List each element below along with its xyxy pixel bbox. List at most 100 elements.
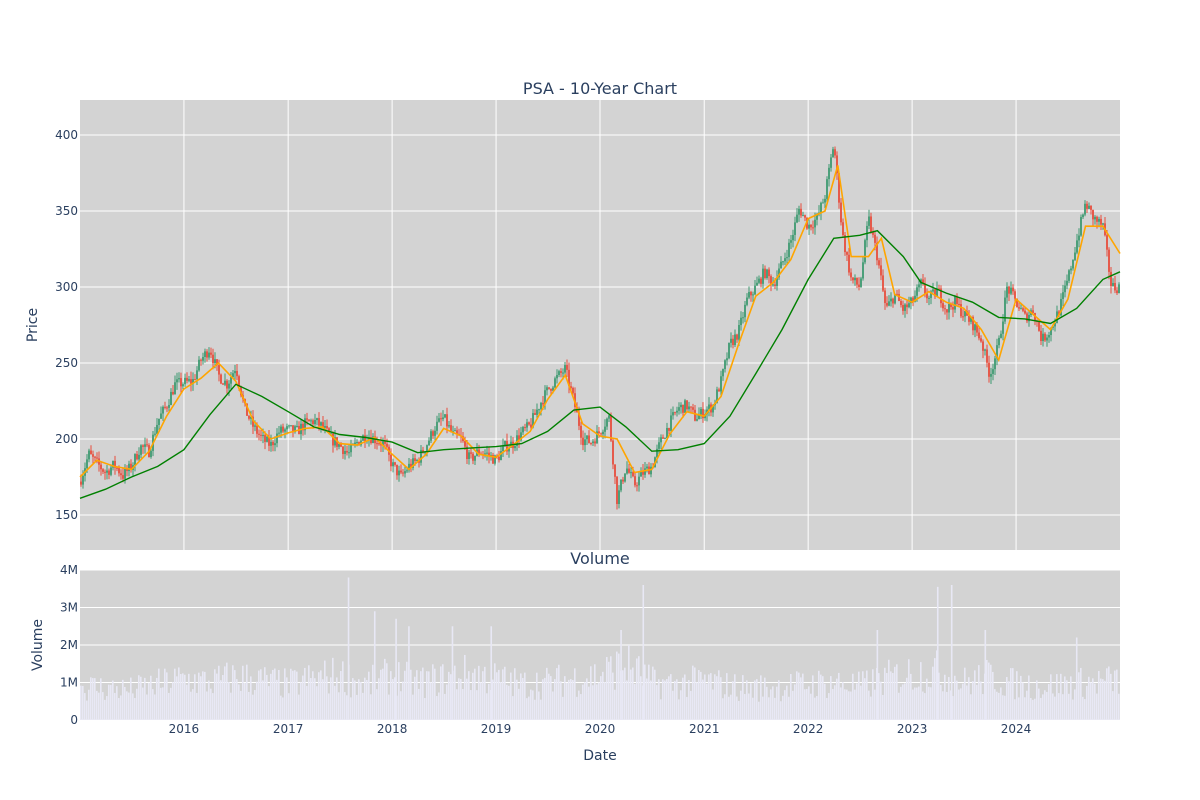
price-candle-body	[682, 404, 684, 413]
price-candle-body	[756, 282, 758, 286]
price-candle-body	[786, 257, 788, 259]
price-candle-body	[596, 431, 598, 444]
volume-bar	[160, 687, 162, 720]
volume-spike-bar	[876, 630, 879, 720]
price-candle-body	[454, 430, 456, 432]
volume-bar	[1006, 677, 1008, 720]
price-candle-body	[976, 324, 978, 333]
volume-bar	[446, 684, 448, 720]
volume-bar	[878, 673, 880, 720]
volume-bar	[502, 669, 504, 720]
price-candle-body	[762, 268, 764, 284]
price-candle-body	[1090, 205, 1092, 210]
price-candle-body	[764, 268, 766, 278]
volume-bar	[638, 656, 640, 720]
volume-bar	[310, 678, 312, 720]
price-candle-body	[428, 440, 430, 446]
price-candle-body	[534, 413, 536, 415]
volume-bar	[212, 693, 214, 720]
volume-bar	[602, 671, 604, 720]
price-candle-body	[174, 382, 176, 395]
price-candle-body	[882, 275, 884, 291]
volume-bar	[768, 697, 770, 720]
volume-bar	[558, 664, 560, 720]
price-candle-body	[108, 470, 110, 475]
ma-short-line	[79, 165, 1121, 478]
price-candle-body	[348, 452, 350, 454]
price-candle-body	[214, 359, 216, 364]
volume-bar	[606, 657, 608, 720]
volume-bar	[604, 681, 606, 720]
x-tick-label: 2021	[689, 722, 720, 736]
price-candle-body	[936, 288, 938, 297]
price-candle-body	[670, 415, 672, 431]
price-candle-body	[734, 334, 736, 345]
volume-bar	[260, 669, 262, 720]
price-candle-body	[550, 388, 552, 391]
price-candle-body	[1118, 284, 1120, 294]
price-candle-body	[722, 369, 724, 377]
volume-bar	[92, 678, 94, 720]
volume-chart-title: Volume	[570, 549, 630, 568]
volume-bar	[204, 671, 206, 720]
price-candle-body	[750, 291, 752, 296]
price-candle-body	[684, 400, 686, 413]
price-candle-body	[212, 354, 214, 364]
price-candle-body	[900, 301, 902, 306]
price-candle-body	[1068, 270, 1070, 281]
x-axis-label: Date	[583, 748, 616, 764]
price-candle-body	[748, 291, 750, 298]
volume-bar	[906, 677, 908, 720]
volume-bar	[730, 694, 732, 720]
price-candle-body	[618, 490, 620, 504]
volume-bar	[688, 679, 690, 720]
price-candle-body	[954, 296, 956, 310]
price-candle-body	[798, 208, 800, 215]
price-candle-body	[364, 435, 366, 442]
volume-bar	[1046, 691, 1048, 720]
price-candle-body	[776, 277, 778, 286]
price-candle-body	[732, 338, 734, 345]
price-candle-body	[650, 466, 652, 475]
volume-bar	[492, 679, 494, 720]
price-candle-body	[812, 227, 814, 229]
price-candle-body	[888, 301, 890, 306]
volume-bar	[540, 699, 542, 720]
volume-bar	[958, 689, 960, 720]
volume-bar	[766, 686, 768, 720]
price-candle-body	[200, 359, 202, 361]
price-candle-body	[446, 414, 448, 427]
price-candle-body	[432, 431, 434, 436]
volume-bar	[976, 684, 978, 720]
price-candle-body	[658, 442, 660, 449]
volume-bar	[134, 697, 136, 720]
volume-bar	[1008, 681, 1010, 720]
price-candle-body	[308, 419, 310, 422]
volume-bar	[142, 687, 144, 720]
volume-bars	[80, 577, 1120, 720]
price-candle-body	[1018, 307, 1020, 309]
volume-bar	[834, 685, 836, 720]
price-candle-body	[1082, 214, 1084, 218]
volume-bar	[820, 674, 822, 720]
volume-bar	[798, 672, 800, 720]
volume-bar	[610, 656, 612, 720]
volume-bar	[952, 696, 954, 720]
volume-bar	[354, 680, 356, 720]
volume-bar	[716, 676, 718, 720]
price-candle-body	[1022, 308, 1024, 311]
volume-bar	[116, 686, 118, 720]
price-candle-body	[884, 290, 886, 304]
volume-bar	[484, 666, 486, 720]
volume-bar	[678, 699, 680, 720]
volume-bar	[866, 670, 868, 720]
price-candle-body	[790, 240, 792, 243]
volume-bar	[962, 683, 964, 720]
volume-bar	[750, 683, 752, 720]
price-candle-body	[1076, 240, 1078, 253]
price-candle-body	[156, 424, 158, 434]
price-candle-body	[264, 435, 266, 442]
volume-bar	[258, 670, 260, 720]
price-candle-body	[412, 458, 414, 468]
volume-bar	[752, 697, 754, 720]
